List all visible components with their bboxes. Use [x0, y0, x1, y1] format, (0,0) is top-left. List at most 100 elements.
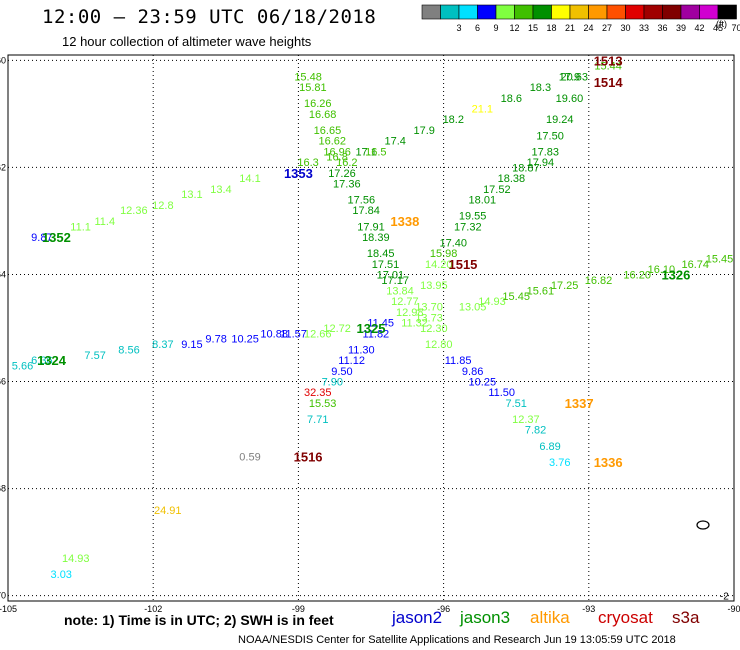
wave-height-label: 11.57	[280, 328, 307, 340]
wave-height-label: 12.80	[425, 339, 453, 351]
colorbar-label: 15	[528, 23, 538, 33]
wave-height-label: 11.1	[70, 221, 91, 233]
colorbar-label: 18	[546, 23, 556, 33]
wave-height-label: 11.85	[445, 355, 472, 367]
wave-height-label: 16.10	[648, 264, 676, 276]
y-tick-label: -70	[0, 591, 6, 601]
wave-height-label: 11.30	[348, 344, 375, 356]
wave-height-label: 11.45	[367, 318, 394, 330]
footer-credit: NOAA/NESDIS Center for Satellite Applica…	[238, 634, 676, 646]
y-tick-label: -60	[0, 55, 6, 65]
wave-height-label: 13.05	[459, 302, 487, 314]
wave-height-label: 8.56	[118, 344, 139, 356]
y-tick-label: -66	[0, 377, 6, 387]
colorbar-swatch	[477, 4, 497, 20]
wave-height-label: 18.45	[367, 248, 395, 260]
colorbar-label: 12	[509, 23, 519, 33]
wave-height-label: 18.38	[498, 173, 526, 185]
wave-height-label: 19.55	[459, 211, 487, 223]
pass-time-label: 1337	[565, 396, 594, 411]
colorbar-swatch	[569, 4, 589, 20]
wave-height-label: 18.01	[469, 195, 497, 207]
y-tick-label: -68	[0, 484, 6, 494]
pass-time-label: 1353	[284, 166, 313, 181]
wave-height-label: 17.94	[527, 157, 555, 169]
wave-height-label: 21.1	[472, 104, 493, 116]
colorbar-swatch	[643, 4, 663, 20]
wave-height-label: 3.03	[51, 569, 72, 581]
wave-height-label: 14.20	[425, 259, 453, 271]
wave-height-label: 17.50	[536, 130, 564, 142]
island-outline	[696, 520, 710, 530]
x-tick-label: -90	[727, 604, 740, 614]
colorbar-swatch	[458, 4, 478, 20]
wave-height-label: 18.87	[512, 162, 540, 174]
pass-time-label: 1516	[294, 449, 323, 464]
wave-height-label: 15.45	[502, 291, 530, 303]
wave-height-label: 8.37	[152, 339, 173, 351]
x-tick-label: -105	[0, 604, 17, 614]
wave-height-label: 15.98	[430, 248, 458, 260]
colorbar-swatch	[625, 4, 645, 20]
grid	[8, 55, 734, 601]
x-tick-label: -93	[582, 604, 595, 614]
wave-height-label: 7.57	[84, 350, 105, 362]
wave-height-label: 12.72	[323, 323, 351, 335]
wave-height-label: 18.6	[501, 93, 522, 105]
wave-height-label: 15.81	[299, 82, 327, 94]
wave-height-label: 15.61	[527, 286, 555, 298]
wave-height-label: 9.86	[462, 366, 483, 378]
x-tick-label: -102	[144, 604, 162, 614]
wave-height-label: 15.53	[309, 398, 337, 410]
wave-height-label: 16.3	[297, 157, 318, 169]
wave-height-label: 3.76	[549, 457, 570, 469]
x-tick-label: -96	[437, 604, 450, 614]
wave-height-label: 12.30	[420, 323, 448, 335]
chart-subtitle: 12 hour collection of altimeter wave hei…	[62, 34, 312, 49]
colorbar-label: 30	[620, 23, 630, 33]
pass-time-label: 1513	[594, 53, 623, 68]
colorbar-swatch	[421, 4, 441, 20]
colorbar-label: 39	[676, 23, 686, 33]
colorbar-swatch	[495, 4, 515, 20]
colorbar-swatch	[514, 4, 534, 20]
colorbar-label: 70	[731, 23, 740, 33]
wave-height-label: 11.50	[488, 387, 515, 399]
wave-height-label: 14.93	[478, 296, 506, 308]
colorbar-label: 33	[639, 23, 649, 33]
wave-height-label: 18.39	[362, 232, 390, 244]
colorbar-swatch	[551, 4, 571, 20]
wave-height-label: 13.73	[415, 312, 443, 324]
wave-height-label: 17.52	[483, 184, 511, 196]
wave-height-label: 15.48	[294, 71, 322, 83]
wave-height-label: 24.91	[154, 505, 182, 517]
wave-height-label: 17.17	[381, 275, 409, 287]
wave-height-label: 17.36	[333, 178, 361, 190]
y-tick-label: -62	[0, 162, 6, 172]
wave-height-label: 12.36	[120, 205, 148, 217]
wave-height-label: 17.9	[414, 125, 435, 137]
wave-height-label: 16.74	[682, 259, 710, 271]
wave-height-label: 17.84	[352, 205, 380, 217]
wave-height-label: 18.3	[530, 82, 551, 94]
colorbar-swatch	[588, 4, 608, 20]
colorbar-swatch	[532, 4, 552, 20]
wave-height-label: 9.78	[205, 334, 226, 346]
wave-height-label: 11.82	[362, 328, 389, 340]
colorbar-label: 42	[694, 23, 704, 33]
wave-height-label: 19.60	[556, 93, 584, 105]
wave-height-label: 11.12	[338, 355, 365, 367]
wave-height-label: 17.56	[348, 195, 376, 207]
legend-jason2: jason2	[392, 608, 443, 627]
colorbar-label: 27	[602, 23, 612, 33]
wave-height-label: 17.1	[355, 146, 376, 158]
wave-height-label: 16.20	[623, 269, 651, 281]
wave-height-label: 13.1	[181, 189, 202, 201]
wave-height-label: 20.63	[561, 71, 589, 83]
wave-height-label: 10.25	[231, 334, 259, 346]
wave-height-label: 16.8	[326, 152, 347, 164]
wave-height-label: 16.62	[319, 136, 347, 148]
colorbar-swatch	[699, 4, 719, 20]
chart-title: 12:00 – 23:59 UTC 06/18/2018	[42, 6, 377, 28]
